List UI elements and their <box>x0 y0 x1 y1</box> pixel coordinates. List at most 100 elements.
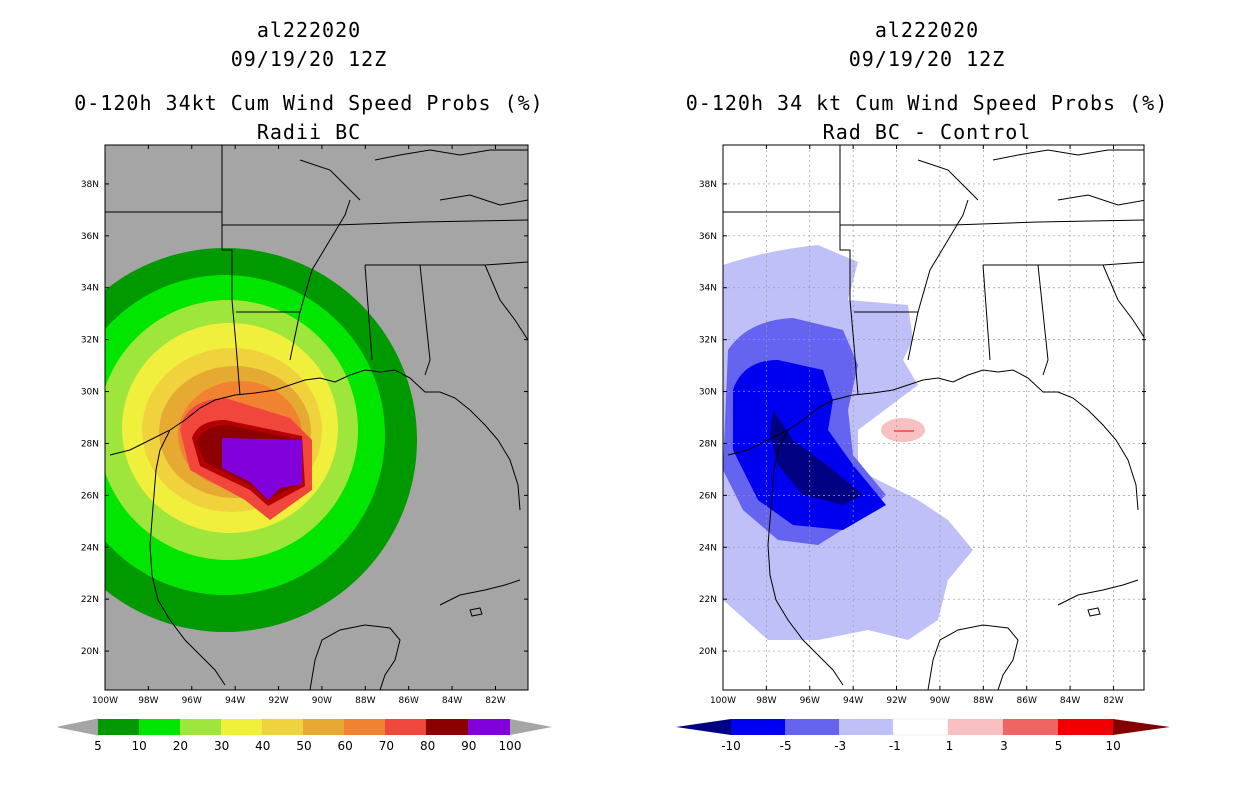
colorbar-over-arrow <box>510 719 552 735</box>
lat-label: 20N <box>699 647 717 657</box>
lat-label: 32N <box>81 336 99 346</box>
lat-label: 30N <box>81 388 99 398</box>
lon-label: 90W <box>312 696 332 706</box>
colorbar-swatch-n5 <box>785 719 839 735</box>
colorbar-swatch-5 <box>98 719 139 735</box>
colorbar-label: 3 <box>1000 739 1008 753</box>
lat-label: 32N <box>699 336 717 346</box>
colorbar-swatch-p1 <box>948 719 1003 735</box>
lat-label: 28N <box>81 439 99 449</box>
colorbar-swatch-p3 <box>1003 719 1058 735</box>
lon-label: 86W <box>1017 696 1037 706</box>
lon-label: 92W <box>886 696 906 706</box>
colorbar-label: 1 <box>946 739 954 753</box>
right-map: 38N 36N 34N 32N 30N 28N 26N 24N 22N 20N 100W 98W 96W… <box>676 144 1170 753</box>
colorbar-label: 60 <box>338 739 353 753</box>
axis-ticks: 38N 36N 34N 32N 30N 28N 26N 24N 22N 20N 100W 98W 96W… <box>699 145 1146 706</box>
lon-label: 86W <box>399 696 419 706</box>
diff-minus10-contour <box>770 410 863 505</box>
colorbar-label: 5 <box>1055 739 1063 753</box>
colorbar-swatch-p5 <box>1058 719 1113 735</box>
lon-label: 90W <box>930 696 950 706</box>
storm-id: al222020 <box>874 18 980 42</box>
lon-label: 96W <box>182 696 202 706</box>
colorbar-label: -5 <box>780 739 792 753</box>
lon-label: 88W <box>973 696 993 706</box>
lat-label: 26N <box>699 491 717 501</box>
lon-label: 94W <box>843 696 863 706</box>
colorbar-swatch-50 <box>303 719 344 735</box>
lat-label: 24N <box>699 543 717 553</box>
lat-label: 38N <box>81 180 99 190</box>
colorbar-swatch-30 <box>221 719 262 735</box>
lat-label: 36N <box>699 232 717 242</box>
colorbar-swatch-n3 <box>839 719 893 735</box>
colorbar-label: 70 <box>379 739 394 753</box>
lon-label: 98W <box>756 696 776 706</box>
map-frame <box>722 144 1145 691</box>
colorbar-label: 5 <box>94 739 102 753</box>
lon-label: 98W <box>138 696 158 706</box>
colorbar-swatch-20 <box>180 719 221 735</box>
colorbar-swatch-80 <box>426 719 468 735</box>
colorbar-label: 10 <box>132 739 147 753</box>
lat-label: 22N <box>81 595 99 605</box>
colorbar-swatch-60 <box>344 719 385 735</box>
datetime: 09/19/20 12Z <box>230 47 388 71</box>
colorbar-under-arrow <box>676 719 731 735</box>
left-map: 38N 36N 34N 32N 30N 28N 26N 24N 22N 20N 100W 98W 96W… <box>57 144 552 753</box>
lat-label: 24N <box>81 543 99 553</box>
storm-id: al222020 <box>256 18 362 42</box>
colorbar-label: -1 <box>889 739 901 753</box>
lon-label: 94W <box>225 696 245 706</box>
colorbar: -10 -5 -3 -1 1 3 5 10 <box>676 718 1170 753</box>
chart-subtitle: Rad BC - Control <box>822 120 1032 144</box>
colorbar-over-arrow <box>1113 719 1170 735</box>
datetime: 09/19/20 12Z <box>848 47 1006 71</box>
chart-title: 0-120h 34 kt Cum Wind Speed Probs (%) <box>685 91 1169 115</box>
prob-100-contour <box>222 438 302 500</box>
colorbar-swatch-n10 <box>731 719 785 735</box>
colorbar-swatch-40 <box>262 719 303 735</box>
lat-label: 36N <box>81 232 99 242</box>
colorbar-swatch-90 <box>468 719 510 735</box>
lon-label: 82W <box>1103 696 1123 706</box>
colorbar-under-arrow <box>57 718 99 736</box>
chart-title: 0-120h 34kt Cum Wind Speed Probs (%) <box>74 91 544 115</box>
lon-label: 100W <box>92 696 118 706</box>
colorbar-label: 90 <box>461 739 476 753</box>
lat-lon-grid <box>723 145 1144 690</box>
lon-label: 84W <box>1060 696 1080 706</box>
lon-label: 88W <box>355 696 375 706</box>
chart-subtitle: Radii BC <box>256 120 362 144</box>
colorbar-label: 80 <box>420 739 435 753</box>
lon-label: 100W <box>710 696 736 706</box>
lat-label: 38N <box>699 180 717 190</box>
colorbar-label: 40 <box>255 739 270 753</box>
lon-label: 84W <box>442 696 462 706</box>
colorbar-label: 50 <box>296 739 311 753</box>
lat-label: 34N <box>699 284 717 294</box>
colorbar-swatch-70 <box>385 719 426 735</box>
colorbar-labels: 5 10 20 30 40 50 60 70 80 90 100 <box>94 739 521 753</box>
lon-label: 96W <box>800 696 820 706</box>
colorbar-label: 20 <box>173 739 188 753</box>
colorbar-label: 100 <box>499 739 522 753</box>
right-panel: al222020 09/19/20 12Z 0-120h 34 kt Cum W… <box>618 0 1236 800</box>
lat-label: 26N <box>81 491 99 501</box>
colorbar-label: -3 <box>834 739 846 753</box>
map-frame <box>104 144 529 691</box>
colorbar-swatch-10 <box>139 719 180 735</box>
colorbar-labels: -10 -5 -3 -1 1 3 5 10 <box>721 739 1121 753</box>
lon-label: 82W <box>485 696 505 706</box>
lon-label: 92W <box>268 696 288 706</box>
lat-label: 30N <box>699 388 717 398</box>
left-panel: al222020 09/19/20 12Z 0-120h 34kt Cum Wi… <box>57 18 552 753</box>
colorbar-swatch-zero <box>892 718 949 736</box>
lat-label: 22N <box>699 595 717 605</box>
lat-label: 34N <box>81 284 99 294</box>
lat-label: 20N <box>81 647 99 657</box>
colorbar-label: 10 <box>1106 739 1121 753</box>
colorbar: 5 10 20 30 40 50 60 70 80 90 100 <box>57 718 552 753</box>
colorbar-label: 30 <box>214 739 229 753</box>
